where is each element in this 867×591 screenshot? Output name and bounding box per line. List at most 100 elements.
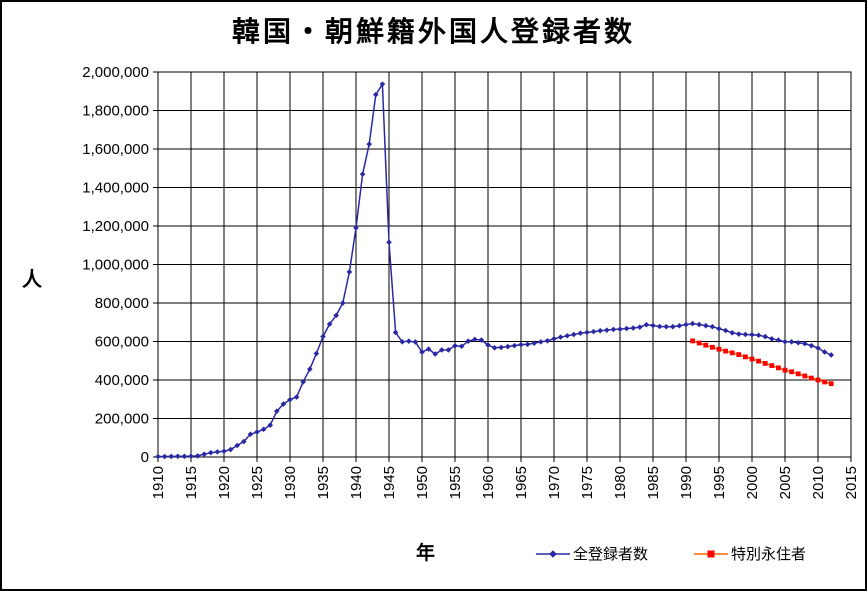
special-permanent-residents-marker [822, 379, 827, 385]
y-tick-label: 1,200,000 [82, 218, 149, 235]
total-registrants-marker [491, 344, 498, 351]
total-registrants-marker [412, 339, 419, 345]
total-registrants-marker [445, 347, 452, 353]
total-registrants-marker [366, 141, 372, 147]
x-tick-label: 1940 [348, 466, 365, 499]
total-registrants-marker [683, 321, 689, 328]
special-permanent-residents-marker [690, 338, 695, 344]
total-registrants-marker [406, 338, 412, 344]
total-registrants-marker [650, 322, 656, 329]
special-permanent-residents-marker [795, 371, 801, 377]
x-tick-label: 1955 [447, 466, 464, 499]
y-tick-label: 200,000 [95, 411, 149, 428]
total-registrants-marker [465, 338, 471, 344]
total-registrants-marker [379, 81, 386, 87]
total-registrants-marker [280, 401, 287, 407]
total-registrants-marker [670, 323, 676, 330]
total-registrants-marker [326, 321, 333, 327]
total-registrants-marker [498, 344, 504, 351]
total-registrants-marker [168, 453, 174, 460]
total-registrants-marker [472, 336, 478, 343]
total-registrants-marker [161, 453, 168, 460]
special-permanent-residents-marker [756, 358, 761, 364]
y-axis-unit-label: 人 [22, 269, 42, 291]
total-registrants-marker [531, 340, 537, 346]
special-permanent-residents-marker [696, 340, 702, 346]
total-registrants-marker [802, 340, 808, 347]
y-tick-label: 400,000 [95, 372, 149, 389]
total-registrants-marker [630, 325, 636, 331]
total-registrants-marker [544, 337, 551, 344]
x-tick-label: 1925 [249, 466, 266, 499]
y-tick-label: 2,000,000 [82, 64, 149, 81]
total-registrants-marker [188, 453, 194, 460]
total-registrants-marker [340, 300, 346, 306]
x-axis-title: 年 [416, 543, 436, 564]
total-registrants-marker [518, 341, 524, 348]
total-registrants-marker [485, 342, 491, 348]
total-registrants-marker [260, 426, 267, 433]
total-registrants-marker [320, 333, 326, 340]
total-registrants-marker [815, 345, 821, 351]
total-registrants-marker [597, 327, 603, 334]
total-registrants-marker [782, 338, 788, 345]
total-registrants-marker [208, 449, 214, 456]
total-registrants-marker [300, 379, 306, 385]
total-registrants-marker [577, 330, 584, 337]
chart-title: 韓国・朝鮮籍外国人登録者数 [231, 16, 635, 47]
x-tick-label: 1930 [282, 466, 299, 499]
total-registrants-marker [637, 324, 643, 330]
total-registrants-marker [676, 322, 683, 329]
total-registrants-marker [663, 323, 669, 330]
plot-border [157, 71, 852, 458]
total-registrants-line [157, 83, 832, 458]
total-registrants-marker [623, 325, 630, 332]
total-registrants-marker [293, 394, 300, 400]
x-tick-label: 1965 [513, 466, 530, 499]
legend-label-special-permanent-residents: 特別永住者 [731, 546, 807, 563]
y-tick-label: 1,600,000 [82, 141, 149, 158]
total-registrants-marker [254, 429, 260, 435]
x-tick-label: 1945 [381, 466, 398, 499]
x-tick-label: 1935 [315, 466, 332, 499]
special-permanent-residents-marker [782, 367, 788, 373]
special-permanent-residents-marker [789, 369, 794, 375]
total-registrants-marker [287, 396, 293, 403]
x-tick-label: 1975 [579, 466, 596, 499]
total-registrants-marker [769, 336, 775, 342]
total-registrants-marker [353, 225, 359, 231]
legend-item-total-registrants: 全登録者数 [536, 543, 648, 564]
special-permanent-residents-line [691, 340, 832, 385]
total-registrants-marker [432, 351, 438, 357]
total-registrants-marker [703, 322, 709, 329]
total-registrants-marker [610, 326, 617, 333]
y-tick-label: 0 [141, 449, 149, 466]
special-permanent-residents-line-square-icon [694, 550, 729, 557]
total-registrants-marker [689, 320, 696, 327]
total-registrants-marker [755, 332, 762, 339]
total-registrants-marker [267, 422, 273, 428]
total-registrants-marker [373, 91, 379, 98]
total-registrants-marker [181, 453, 188, 460]
total-registrants-marker [742, 331, 749, 338]
total-registrants-marker [194, 453, 201, 459]
total-registrants-marker [175, 453, 181, 460]
total-registrants-marker [399, 338, 405, 345]
x-tick-label: 1970 [546, 466, 563, 499]
x-tick-label: 1915 [183, 466, 200, 499]
y-tick-label: 1,000,000 [82, 257, 149, 274]
y-tick-label: 1,400,000 [82, 180, 149, 197]
x-tick-label: 1980 [612, 466, 629, 499]
x-tick-label: 1995 [711, 466, 728, 499]
total-registrants-marker [505, 343, 511, 350]
total-registrants-marker [775, 337, 782, 343]
total-registrants-marker [452, 342, 458, 349]
y-tick-label: 600,000 [95, 334, 149, 351]
total-registrants-marker [425, 346, 432, 352]
special-permanent-residents-marker [809, 375, 814, 381]
special-permanent-residents-marker [776, 365, 781, 371]
total-registrants-marker [201, 451, 207, 458]
total-registrants-marker [643, 321, 650, 328]
total-registrants-marker [214, 449, 221, 455]
